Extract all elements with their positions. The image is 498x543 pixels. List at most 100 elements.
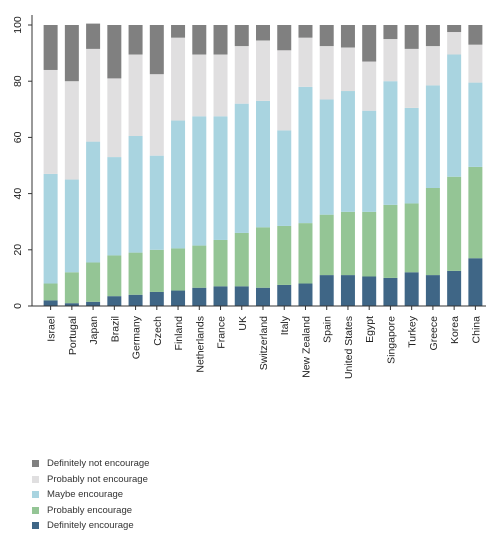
legend-swatch-1 bbox=[32, 475, 39, 483]
bar-segment-10-1 bbox=[256, 227, 270, 288]
bar-segment-1-3 bbox=[64, 81, 79, 180]
y-tick-label-80: 80 bbox=[12, 75, 24, 87]
bar-segment-10-0 bbox=[256, 287, 270, 306]
bar-segment-8-2 bbox=[213, 116, 228, 240]
bar-segment-7-1 bbox=[192, 245, 207, 288]
bar-segment-0-4 bbox=[43, 25, 58, 70]
legend-item-3: Probably encourage bbox=[32, 503, 149, 519]
bar-segment-16-2 bbox=[383, 81, 398, 205]
bar-segment-16-3 bbox=[383, 39, 398, 82]
x-tick-label-9: UK bbox=[237, 316, 249, 331]
bar-segment-6-0 bbox=[171, 290, 186, 306]
bar-segment-4-4 bbox=[128, 25, 143, 55]
bar-segment-5-3 bbox=[149, 74, 164, 156]
bar-segment-13-4 bbox=[319, 25, 334, 47]
bar-segment-4-2 bbox=[128, 136, 143, 253]
x-tick-label-4: Germany bbox=[131, 315, 143, 359]
bar-segment-15-4 bbox=[362, 25, 377, 62]
bar-segment-17-1 bbox=[404, 203, 419, 273]
x-tick-label-5: Czech bbox=[152, 316, 164, 346]
bar-segment-5-2 bbox=[149, 155, 164, 250]
bar-segment-19-1 bbox=[447, 176, 462, 271]
bar-segment-5-0 bbox=[149, 291, 164, 306]
bar-segment-16-4 bbox=[383, 25, 398, 40]
y-tick-label-0: 0 bbox=[12, 303, 24, 309]
bar-segment-3-1 bbox=[107, 255, 122, 297]
bar-segment-7-4 bbox=[192, 25, 207, 55]
x-tick-label-11: Italy bbox=[279, 315, 291, 335]
x-tick-label-18: Greece bbox=[428, 316, 440, 351]
bar-segment-12-2 bbox=[298, 86, 313, 224]
legend: Definitely not encourage Probably not enc… bbox=[32, 456, 149, 534]
bar-segment-13-1 bbox=[319, 214, 334, 276]
bar-segment-9-1 bbox=[234, 232, 249, 287]
bar-segment-4-3 bbox=[128, 54, 143, 136]
bar-segment-1-1 bbox=[64, 272, 79, 304]
bar-segment-2-1 bbox=[86, 262, 101, 302]
legend-item-1: Probably not encourage bbox=[32, 472, 149, 488]
bar-segment-19-3 bbox=[447, 32, 462, 55]
bar-segment-9-2 bbox=[234, 103, 249, 233]
x-tick-label-13: Spain bbox=[322, 316, 334, 343]
legend-item-4: Definitely encourage bbox=[32, 518, 149, 534]
bar-segment-3-2 bbox=[107, 157, 122, 256]
bar-segment-11-3 bbox=[277, 50, 292, 131]
x-tick-label-1: Portugal bbox=[67, 316, 79, 355]
bar-segment-10-3 bbox=[256, 40, 270, 101]
x-tick-label-0: Israel bbox=[46, 316, 58, 342]
bar-segment-13-2 bbox=[319, 99, 334, 215]
bar-segment-11-0 bbox=[277, 284, 292, 306]
bar-segment-3-4 bbox=[107, 25, 122, 79]
bar-segment-18-0 bbox=[425, 275, 440, 306]
bar-segment-8-4 bbox=[213, 25, 228, 55]
bar-segment-11-1 bbox=[277, 225, 292, 285]
bar-segment-8-0 bbox=[213, 286, 228, 306]
y-tick-label-20: 20 bbox=[12, 244, 24, 256]
bar-segment-14-0 bbox=[340, 275, 355, 306]
bar-segment-15-3 bbox=[362, 61, 377, 111]
axes-layer bbox=[31, 15, 486, 307]
bar-segment-8-1 bbox=[213, 239, 228, 287]
bar-segment-18-2 bbox=[425, 85, 440, 188]
legend-label-2: Maybe encourage bbox=[47, 489, 124, 501]
x-tick-label-12: New Zealand bbox=[300, 316, 312, 378]
x-tick-label-8: France bbox=[216, 316, 228, 349]
legend-swatch-0 bbox=[32, 460, 39, 468]
bar-segment-7-0 bbox=[192, 287, 207, 306]
x-tick-label-16: Singapore bbox=[385, 316, 397, 364]
bar-segment-19-4 bbox=[447, 25, 462, 33]
bar-segment-3-0 bbox=[107, 296, 122, 306]
bar-segment-5-4 bbox=[149, 25, 164, 75]
bar-segment-20-0 bbox=[468, 258, 483, 306]
x-tick-label-19: Korea bbox=[449, 316, 461, 344]
legend-label-0: Definitely not encourage bbox=[47, 458, 150, 470]
bar-segment-1-2 bbox=[64, 179, 79, 273]
x-tick-label-20: China bbox=[470, 316, 482, 344]
bar-segment-6-4 bbox=[171, 25, 186, 38]
bar-segment-7-3 bbox=[192, 54, 207, 117]
bar-segment-19-2 bbox=[447, 54, 462, 177]
bar-segment-10-4 bbox=[256, 25, 270, 41]
bar-segment-15-0 bbox=[362, 276, 377, 306]
bar-segment-20-4 bbox=[468, 25, 483, 45]
bar-segment-15-2 bbox=[362, 110, 377, 212]
x-tick-label-14: United States bbox=[343, 316, 355, 379]
legend-label-3: Probably encourage bbox=[47, 504, 133, 516]
bar-segment-19-0 bbox=[447, 270, 462, 307]
bar-segment-11-4 bbox=[277, 25, 292, 51]
bar-segment-4-0 bbox=[128, 294, 143, 306]
legend-label-1: Probably not encourage bbox=[47, 473, 148, 485]
bar-segment-20-1 bbox=[468, 166, 483, 259]
legend-label-4: Definitely encourage bbox=[47, 520, 134, 532]
bar-segment-17-2 bbox=[404, 107, 419, 204]
legend-swatch-4 bbox=[32, 522, 39, 530]
bar-segment-2-3 bbox=[86, 48, 101, 142]
bar-segment-6-3 bbox=[171, 37, 186, 121]
x-tick-label-2: Japan bbox=[88, 316, 100, 345]
bar-segment-14-3 bbox=[340, 47, 355, 92]
legend-swatch-2 bbox=[32, 491, 39, 499]
bar-segment-12-4 bbox=[298, 25, 313, 38]
bar-segment-14-1 bbox=[340, 211, 355, 276]
bars-layer bbox=[43, 23, 483, 307]
